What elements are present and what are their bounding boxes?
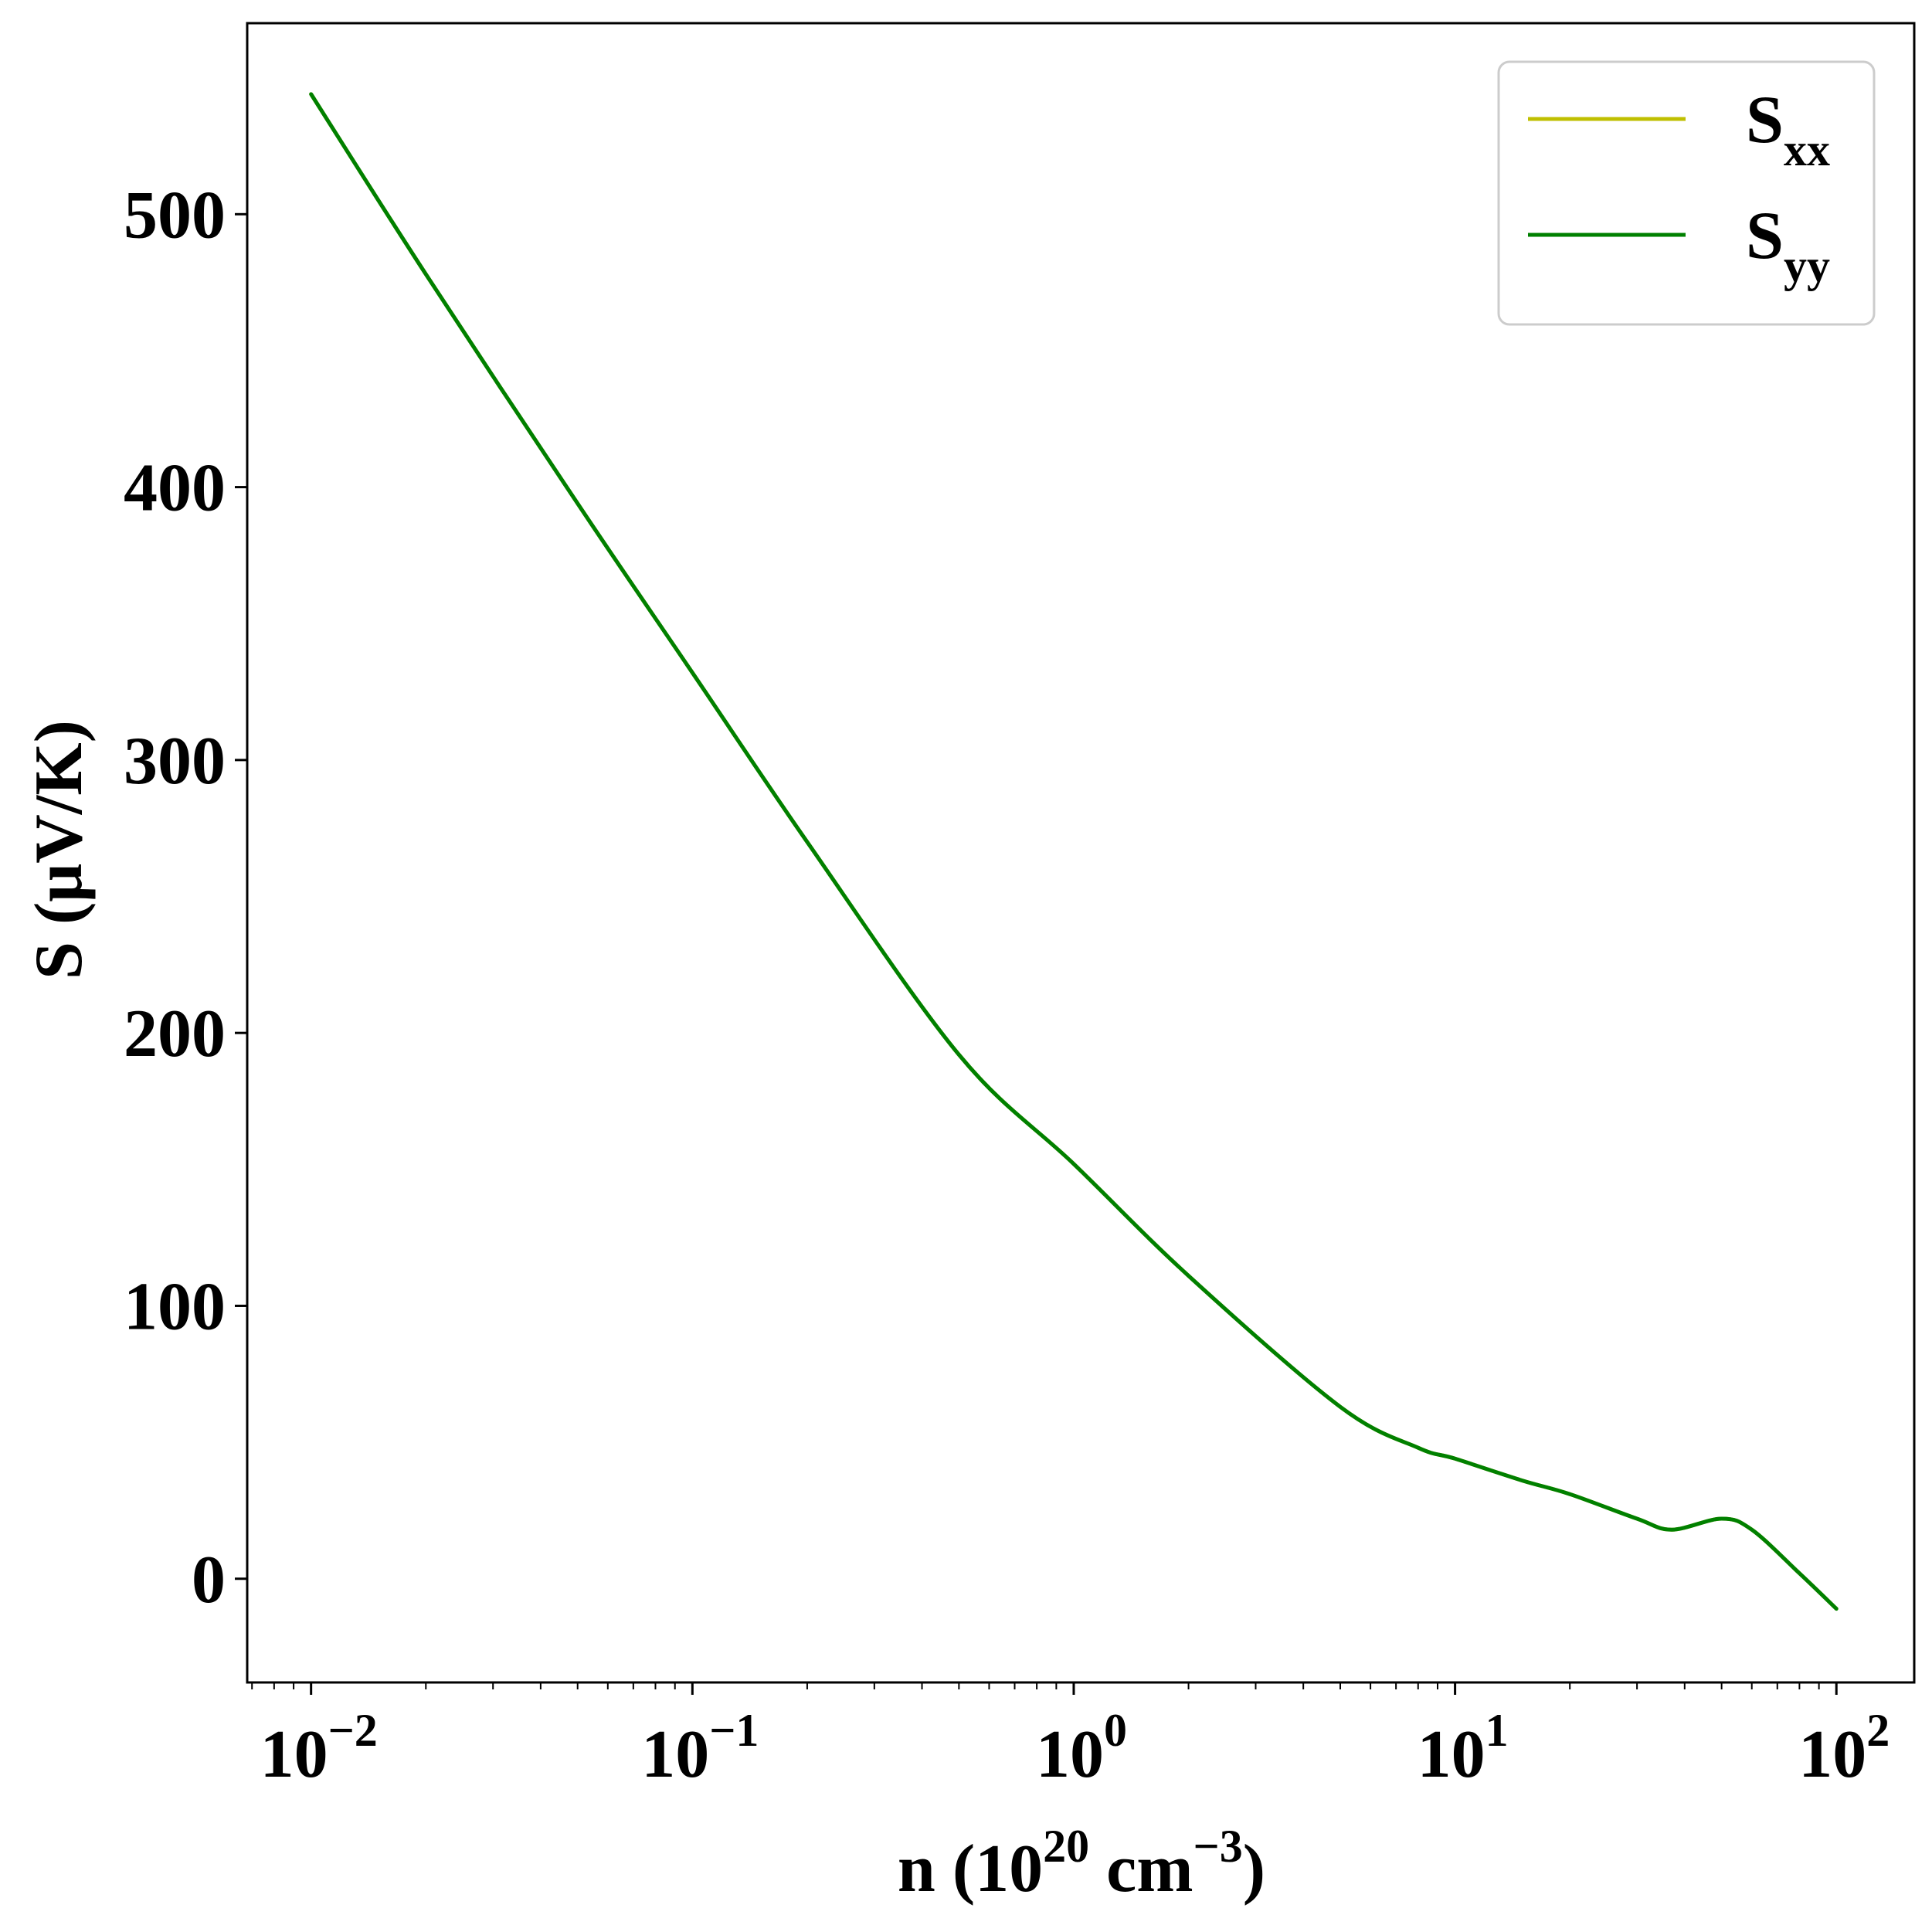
x-tick-label: 10−2 (260, 1705, 378, 1792)
y-tick-label: 400 (124, 451, 226, 526)
x-tick-label-base: 10 (1798, 1717, 1866, 1792)
legend-label-syy-main: S (1746, 199, 1784, 273)
x-axis-label-tail: ) (1243, 1832, 1265, 1906)
x-tick-label-base: 10 (260, 1717, 328, 1792)
x-axis-label: n (1020 cm−3) (898, 1821, 1265, 1906)
x-tick-label: 10−1 (641, 1705, 759, 1792)
x-tick-label-exp: 0 (1104, 1705, 1127, 1756)
legend-label-sxx-main: S (1746, 83, 1784, 158)
x-axis-minor-ticks (251, 1682, 1820, 1689)
x-axis-label-base: n (10 (898, 1832, 1043, 1906)
x-axis-label-exp2: −3 (1193, 1821, 1243, 1872)
x-tick-label-base: 10 (1418, 1717, 1486, 1792)
y-tick-label: 300 (124, 724, 226, 799)
y-tick-label: 500 (124, 178, 226, 253)
x-tick-label-exp: 1 (1486, 1705, 1509, 1756)
legend-box (1497, 60, 1876, 326)
legend-label-syy: Syy (1746, 199, 1830, 291)
x-tick-label: 102 (1798, 1705, 1890, 1792)
x-tick-label-exp: −1 (709, 1705, 759, 1756)
x-tick-label-base: 10 (641, 1717, 709, 1792)
legend-label-syy-sub: yy (1784, 240, 1830, 291)
x-tick-label: 101 (1418, 1705, 1509, 1792)
legend-label-sxx: Sxx (1746, 83, 1830, 175)
x-axis-label-exp1: 20 (1043, 1821, 1089, 1872)
series-line-yy (309, 92, 1839, 1611)
y-axis-label: S (μV/K) (22, 720, 97, 979)
y-tick-label: 100 (124, 1269, 226, 1344)
y-tick-label: 200 (124, 996, 226, 1071)
x-tick-label-exp: −2 (328, 1705, 378, 1756)
x-tick-label: 100 (1036, 1705, 1127, 1792)
x-axis-label-mid: cm (1089, 1832, 1193, 1906)
x-tick-label-base: 10 (1036, 1717, 1104, 1792)
y-axis-ticks: 0 100 200 300 400 500 (124, 178, 247, 1618)
legend: Sxx Syy (1497, 60, 1876, 326)
y-tick-label: 0 (192, 1543, 226, 1618)
x-axis-ticks: 10−2 10−1 100 101 102 (260, 1682, 1890, 1792)
series-lines (309, 92, 1839, 1611)
plot-frame (246, 22, 1916, 1684)
x-tick-label-exp: 2 (1866, 1705, 1890, 1756)
legend-label-sxx-sub: xx (1784, 124, 1830, 175)
